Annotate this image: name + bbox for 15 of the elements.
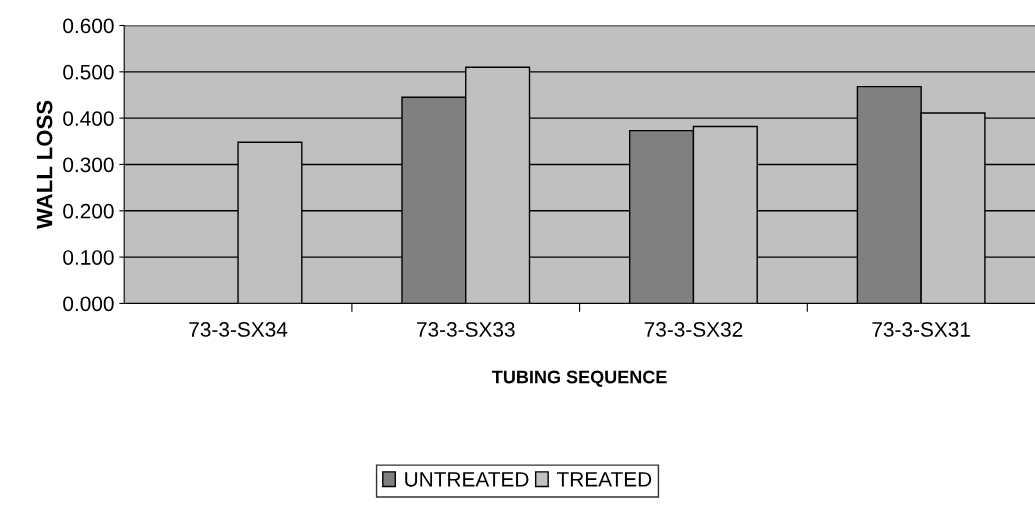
y-tick-label: 0.400 <box>63 111 114 126</box>
y-tick-label: 0.300 <box>63 157 114 173</box>
x-tick-label: 73-3-SX34 <box>189 322 288 337</box>
y-tick-label: 0.600 <box>63 18 114 34</box>
y-axis-title: WALL LOSS <box>36 100 53 230</box>
x-tick-label: 73-3-SX31 <box>872 322 970 337</box>
legend-label: UNTREATED <box>405 472 529 487</box>
x-tick-label: 73-3-SX33 <box>417 322 515 337</box>
y-tick-label: 0.500 <box>63 64 114 80</box>
y-tick-label: 0.000 <box>63 296 114 312</box>
x-axis-title: TUBING SEQUENCE <box>492 370 667 387</box>
y-tick-label: 0.100 <box>63 250 114 265</box>
x-tick-label: 73-3-SX32 <box>644 322 743 337</box>
legend-label: TREATED <box>556 472 652 487</box>
y-tick-label: 0.200 <box>63 203 114 219</box>
